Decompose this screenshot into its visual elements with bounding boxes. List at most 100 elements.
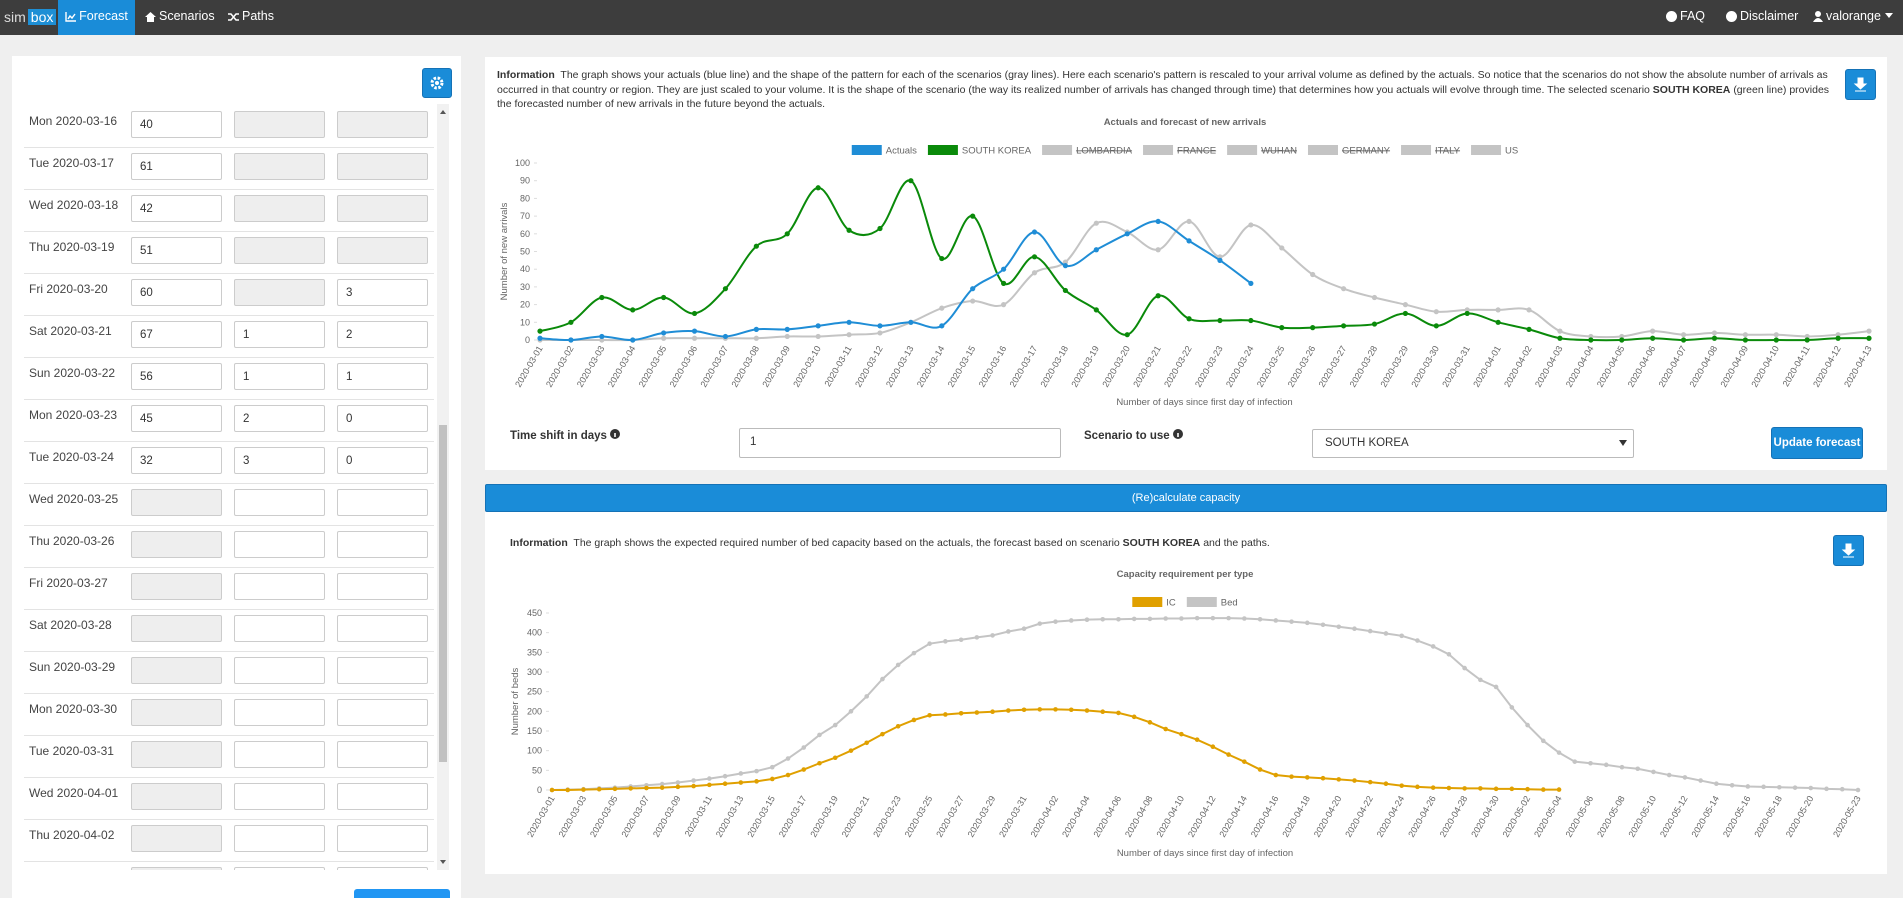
- data-point: [1711, 330, 1718, 336]
- nav-tab[interactable]: Forecast: [58, 0, 135, 35]
- logo[interactable]: sim box: [2, 8, 57, 27]
- cell-input[interactable]: [337, 573, 428, 600]
- cell-input: [131, 657, 222, 684]
- cell-input[interactable]: [337, 699, 428, 726]
- input-value: 1: [750, 436, 757, 448]
- cell-input[interactable]: [337, 741, 428, 768]
- label-text: Scenario to use: [1084, 430, 1170, 442]
- cell-value: 67: [140, 329, 153, 341]
- icon: [430, 76, 444, 90]
- cell-input[interactable]: [337, 531, 428, 558]
- cell-input[interactable]: [234, 531, 325, 558]
- cell-input[interactable]: 51: [131, 237, 222, 264]
- cell-input[interactable]: [234, 489, 325, 516]
- cell-input[interactable]: [337, 783, 428, 810]
- y-tick-label: 80: [520, 193, 530, 203]
- cell-input: [131, 783, 222, 810]
- data-point: [1711, 335, 1718, 341]
- cell-input[interactable]: [234, 699, 325, 726]
- cell-input[interactable]: 3: [337, 279, 428, 306]
- scenario-select[interactable]: SOUTH KOREA: [1312, 429, 1634, 458]
- data-point: [1371, 321, 1378, 327]
- cell-input[interactable]: 2: [234, 405, 325, 432]
- data-point: [895, 662, 901, 668]
- data-point: [1866, 328, 1872, 334]
- cell-input[interactable]: 1: [337, 363, 428, 390]
- scrollbar-thumb[interactable]: [439, 425, 447, 762]
- cell-input[interactable]: [234, 573, 325, 600]
- data-point: [1792, 785, 1798, 790]
- cell-input[interactable]: 0: [337, 447, 428, 474]
- cell-input[interactable]: [337, 825, 428, 852]
- nav-tab[interactable]: Paths: [228, 0, 274, 35]
- data-point: [1493, 684, 1499, 690]
- x-tick-label: 2020-04-12: [1811, 344, 1843, 389]
- x-tick-label: 2020-04-14: [1217, 794, 1249, 839]
- cell-input[interactable]: 0: [337, 405, 428, 432]
- y-axis-label: Number of new arrivals: [499, 202, 510, 300]
- y-tick-label: 10: [520, 317, 530, 327]
- nav-label: Disclaimer: [1740, 9, 1799, 23]
- cell-input: [234, 153, 325, 180]
- cell-input[interactable]: 45: [131, 405, 222, 432]
- info-label: Information: [497, 69, 555, 81]
- forecast-panel: [485, 57, 1887, 470]
- cell-input[interactable]: 67: [131, 321, 222, 348]
- data-point: [1714, 781, 1719, 787]
- data-point: [815, 333, 821, 340]
- cell-input[interactable]: 61: [131, 153, 222, 180]
- cell-input[interactable]: 1: [234, 363, 325, 390]
- cell-input[interactable]: [234, 867, 325, 870]
- cell-input[interactable]: 40: [131, 111, 222, 138]
- table-row: Tue 2020-03-31: [24, 736, 434, 778]
- download-button[interactable]: [1845, 69, 1876, 100]
- data-point: [815, 323, 821, 329]
- nav-link[interactable]: FAQ: [1666, 0, 1705, 35]
- info-body: The graph shows your actuals (blue line)…: [497, 69, 1828, 96]
- data-point: [1116, 710, 1121, 716]
- cell-input[interactable]: 2: [337, 321, 428, 348]
- download-button[interactable]: [1833, 535, 1864, 566]
- cell-input[interactable]: 32: [131, 447, 222, 474]
- settings-button[interactable]: [422, 68, 452, 98]
- cell-input[interactable]: 42: [131, 195, 222, 222]
- cell-input[interactable]: [337, 615, 428, 642]
- data-point: [1155, 218, 1161, 225]
- nav-link[interactable]: Disclaimer: [1726, 0, 1798, 35]
- info-highlight: SOUTH KOREA: [1122, 537, 1201, 549]
- cell-input[interactable]: 3: [234, 447, 325, 474]
- data-point: [1541, 738, 1546, 744]
- cell-input[interactable]: 56: [131, 363, 222, 390]
- data-point: [1650, 328, 1656, 334]
- cell-input[interactable]: [234, 741, 325, 768]
- data-point: [1446, 785, 1452, 791]
- info-label: Information: [510, 537, 568, 549]
- icon: [1813, 11, 1823, 22]
- nav-link[interactable]: valorange: [1813, 0, 1896, 35]
- series-line: [540, 220, 1870, 342]
- cell-input[interactable]: [337, 657, 428, 684]
- scrollbar[interactable]: [437, 104, 449, 870]
- cell-input[interactable]: [234, 657, 325, 684]
- time-shift-input[interactable]: 1: [739, 428, 1061, 458]
- cell-input[interactable]: 60: [131, 279, 222, 306]
- cell-input: [234, 195, 325, 222]
- cell-input[interactable]: [234, 825, 325, 852]
- data-point: [927, 641, 932, 646]
- cell-input[interactable]: [234, 615, 325, 642]
- recalculate-button[interactable]: (Re)calculate capacity: [485, 484, 1887, 512]
- data-point: [1226, 752, 1231, 757]
- cell-input[interactable]: [234, 783, 325, 810]
- bottom-button[interactable]: [354, 889, 450, 898]
- nav-tab[interactable]: Scenarios: [145, 0, 215, 35]
- data-point: [581, 787, 586, 792]
- x-tick-label: 2020-04-06: [1626, 344, 1658, 389]
- cell-input[interactable]: [337, 489, 428, 516]
- cell-input[interactable]: 1: [234, 321, 325, 348]
- y-tick-label: 50: [532, 765, 542, 775]
- nav-label: Paths: [242, 9, 274, 23]
- update-button[interactable]: Update forecast: [1771, 427, 1863, 459]
- cell-input[interactable]: [337, 867, 428, 870]
- data-point: [753, 335, 759, 341]
- x-tick-label: 2020-03-15: [946, 344, 978, 389]
